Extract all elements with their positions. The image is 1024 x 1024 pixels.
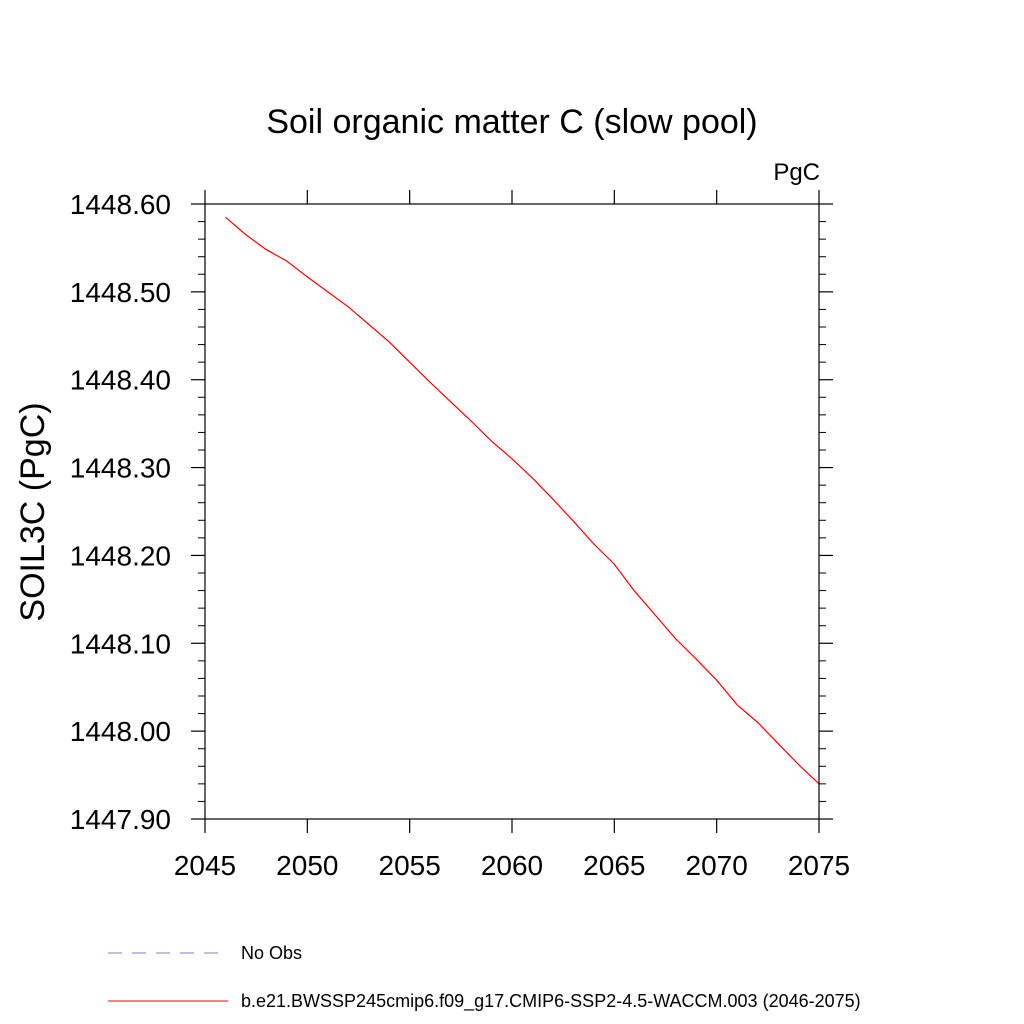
- legend: No Obs b.e21.BWSSP245cmip6.f09_g17.CMIP6…: [108, 943, 861, 1012]
- y-axis-title: SOIL3C (PgC): [14, 402, 52, 621]
- legend-label-run: b.e21.BWSSP245cmip6.f09_g17.CMIP6-SSP2-4…: [241, 991, 861, 1012]
- x-tick-label: 2075: [788, 850, 850, 881]
- series-line: [225, 216, 820, 785]
- x-tick-label: 2070: [686, 850, 748, 881]
- series-layer: [225, 216, 820, 785]
- y-tick-label: 1447.90: [70, 804, 171, 835]
- plot-frame: [204, 203, 820, 820]
- x-tick-label: 2055: [379, 850, 441, 881]
- axis-tick-labels: 2045 2050 2055 2060 2065 2070 2075 1447.90 1448.…: [70, 189, 850, 881]
- y-tick-label: 1448.50: [70, 277, 171, 308]
- axis-ticks: [191, 190, 833, 833]
- y-tick-label: 1448.10: [70, 628, 171, 659]
- y-tick-label: 1448.40: [70, 365, 171, 396]
- y-tick-label: 1448.60: [70, 189, 171, 220]
- y-tick-label: 1448.00: [70, 716, 171, 747]
- chart-title: Soil organic matter C (slow pool): [266, 103, 757, 141]
- x-tick-label: 2065: [583, 850, 645, 881]
- x-tick-label: 2060: [481, 850, 543, 881]
- y-tick-label: 1448.30: [70, 453, 171, 484]
- y-tick-label: 1448.20: [70, 540, 171, 571]
- legend-label-no-obs: No Obs: [241, 943, 302, 963]
- x-tick-label: 2050: [276, 850, 338, 881]
- x-tick-label: 2045: [174, 850, 236, 881]
- units-label: PgC: [773, 159, 820, 186]
